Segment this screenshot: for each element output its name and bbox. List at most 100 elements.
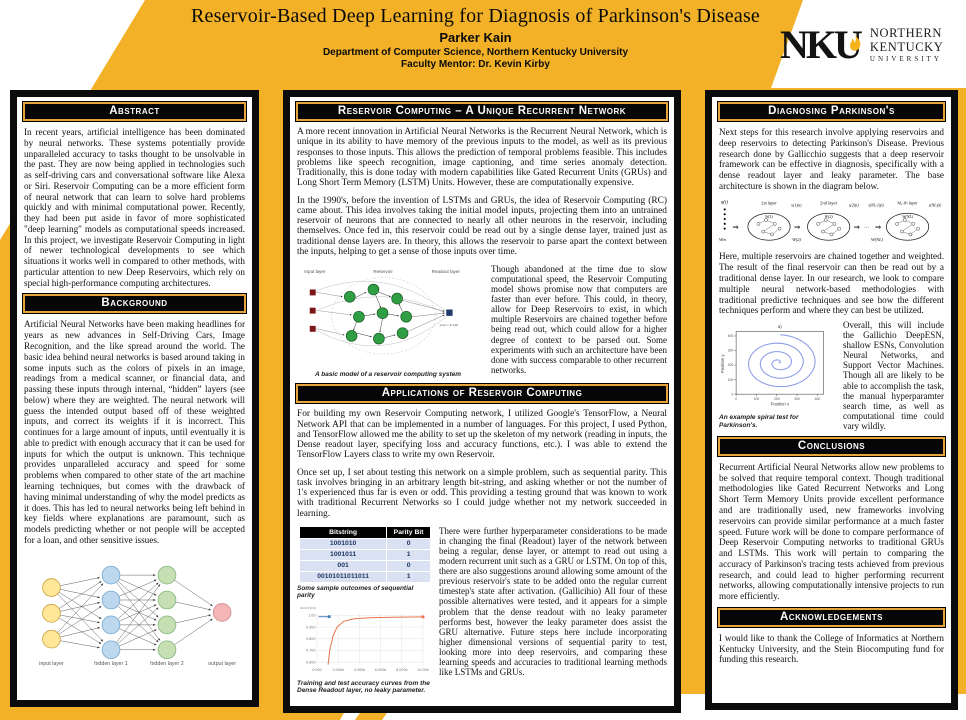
section-header-applications: Applications of Reservoir Computing — [296, 384, 668, 404]
spiral-plot-box — [735, 331, 824, 395]
parity-table-caption: Some sample outcomes of sequential parit… — [297, 584, 414, 600]
chain-scribbles — [756, 217, 920, 236]
right-column-panel: Diagnosing Parkinson's Next steps for th… — [705, 90, 958, 710]
x-tick: 0 — [735, 397, 737, 401]
nn-label-input: input layer — [39, 660, 64, 666]
abstract-body: In recent years, artificial intelligence… — [24, 127, 245, 288]
table-row: 001 0 — [300, 560, 430, 571]
applications-para2: Once set up, I set about testing this ne… — [297, 467, 667, 519]
spiral-figure: a) 0 100 200 300 400 — [719, 320, 835, 429]
spiral-ticks — [734, 335, 818, 397]
y-tick: 300 — [728, 349, 734, 353]
x-tick: 4.000k — [354, 668, 366, 672]
reservoir-figure-row: Input layer Reservoir Readout layer — [297, 264, 667, 378]
cell-bitstring: 1001010 — [300, 538, 387, 549]
x-tick: 10.00k — [417, 668, 429, 672]
nn-nodes — [41, 565, 231, 659]
spiral-x-tick-labels: 0 100 200 300 400 — [735, 397, 820, 401]
reservoir-links — [353, 291, 403, 338]
chain-dots: ... — [864, 223, 869, 229]
column-header-bitstring: Bitstring — [300, 526, 387, 538]
cell-parity: 0 — [387, 538, 430, 549]
x-tick: 400 — [815, 397, 821, 401]
accuracy-y-tick-labels: 1.00 0.900 0.800 0.700 0.600 — [306, 613, 316, 664]
accuracy-chart-svg: accuracy 1.00 0.900 0.800 0.700 0.600 — [300, 605, 429, 672]
chain-input-dots — [723, 207, 726, 230]
label-reservoir: Reservoir — [373, 269, 393, 274]
label-input-layer: Input layer — [304, 269, 326, 274]
background-body: Artificial Neural Networks have been mak… — [24, 319, 245, 545]
flame-icon — [849, 18, 862, 58]
chain-input-label: u(t) — [721, 200, 728, 205]
spiral-xlabel: Position x — [771, 402, 790, 407]
readout-node — [446, 309, 453, 316]
nn-label-output: output layer — [208, 660, 236, 666]
top-right-white-diagonal — [771, 0, 966, 88]
y-tick: 100 — [728, 378, 734, 382]
nku-logo: NKU NORTHERN KENTUCKY UNIVERSITY — [780, 14, 950, 76]
x-tick: 0.000 — [312, 668, 322, 672]
reservoir-boundary — [331, 277, 436, 355]
input-nodes — [309, 289, 316, 332]
neural-network-figure: input layer hidden layer 1 hidden layer … — [22, 552, 247, 674]
cell-bitstring: 1001011 — [300, 549, 387, 560]
chain-x2: x(2)(t) — [848, 203, 860, 207]
spiral-series — [748, 334, 816, 388]
poster-mentor: Faculty Mentor: Dr. Kevin Kirby — [401, 59, 550, 70]
readout-formula: yout = Σ wixi — [439, 323, 459, 327]
chain-reservoir-N — [886, 212, 930, 241]
y-tick: 0.600 — [306, 660, 316, 664]
logo-line-kentucky: KENTUCKY — [869, 39, 944, 54]
chain-svg: 1st layer 2nd layer NL-th layer u(t) Win… — [719, 200, 942, 242]
chain-w2: W(2) — [825, 214, 834, 219]
nn-label-hidden1: hidden layer 1 — [94, 660, 128, 666]
applications-para1: For building my own Reservoir Computing … — [297, 409, 667, 461]
x-tick: 300 — [794, 397, 800, 401]
poster-author: Parker Kain — [439, 30, 512, 45]
cell-parity: 1 — [387, 571, 430, 582]
input-links — [316, 291, 352, 336]
y-tick: 400 — [728, 334, 734, 338]
chain-x1: x(1)(t) — [790, 202, 802, 207]
label-readout-layer: Readout layer — [432, 269, 461, 274]
table-row: 00101011011011 1 — [300, 571, 430, 582]
reservoir-model-svg: Input layer Reservoir Readout layer — [304, 269, 460, 355]
x-tick: 200 — [774, 397, 780, 401]
table-row: 1001011 1 — [300, 549, 430, 560]
accuracy-grid — [316, 612, 424, 665]
reservoir-figure-labels: Input layer Reservoir Readout layer — [304, 269, 460, 274]
section-header-reservoir-computing: Reservoir Computing – A Unique Recurrent… — [296, 102, 668, 121]
chain-reservoir-2 — [807, 212, 851, 241]
chain-wN: W(NL) — [902, 214, 914, 219]
accuracy-series — [318, 615, 425, 665]
spiral-title: a) — [778, 324, 782, 329]
nku-logo-wordmark: NORTHERN KENTUCKY UNIVERSITY — [869, 26, 944, 62]
section-header-conclusions: Conclusions — [718, 436, 945, 456]
applications-side-text: There were further hyperparameter consid… — [439, 525, 667, 677]
chain-wN-label: W(NL) — [871, 237, 884, 242]
left-column-panel: Abstract In recent years, artificial int… — [10, 90, 259, 707]
chain-label-layer2: 2nd layer — [820, 200, 838, 205]
accuracy-chart-title: accuracy — [300, 605, 316, 610]
logo-line-northern: NORTHERN — [869, 26, 942, 41]
column-header-parity-bit: Parity Bit — [387, 526, 430, 538]
chain-arrow-3: ⇒ — [854, 222, 861, 231]
acknowledgements-body: I would like to thank the College of Inf… — [719, 632, 944, 665]
section-header-abstract: Abstract — [23, 102, 246, 121]
x-tick: 8.000k — [396, 668, 408, 672]
reservoir-neurons — [344, 283, 412, 345]
section-header-background: Background — [23, 294, 246, 314]
reservoir-figure-caption: A basic model of a reservoir computing s… — [314, 370, 462, 378]
reservoir-model-figure: Input layer Reservoir Readout layer — [297, 264, 483, 378]
cell-bitstring: 001 — [300, 560, 387, 571]
chain-xN: x(NL)(t) — [928, 203, 942, 207]
accuracy-x-tick-labels: 0.000 2.000k 4.000k 6.000k 8.000k 10.00k — [312, 668, 429, 672]
chain-arrow-4: ⇒ — [875, 222, 882, 231]
y-tick: 0.700 — [306, 649, 316, 653]
y-tick: 1.00 — [308, 613, 315, 617]
diagnosing-para2: Here, multiple reservoirs are chained to… — [719, 251, 944, 316]
readout-links — [402, 300, 445, 332]
chain-reservoir-1 — [747, 212, 791, 241]
applications-figure-row: Bitstring Parity Bit 1001010 0 1001011 1 0… — [297, 526, 667, 695]
